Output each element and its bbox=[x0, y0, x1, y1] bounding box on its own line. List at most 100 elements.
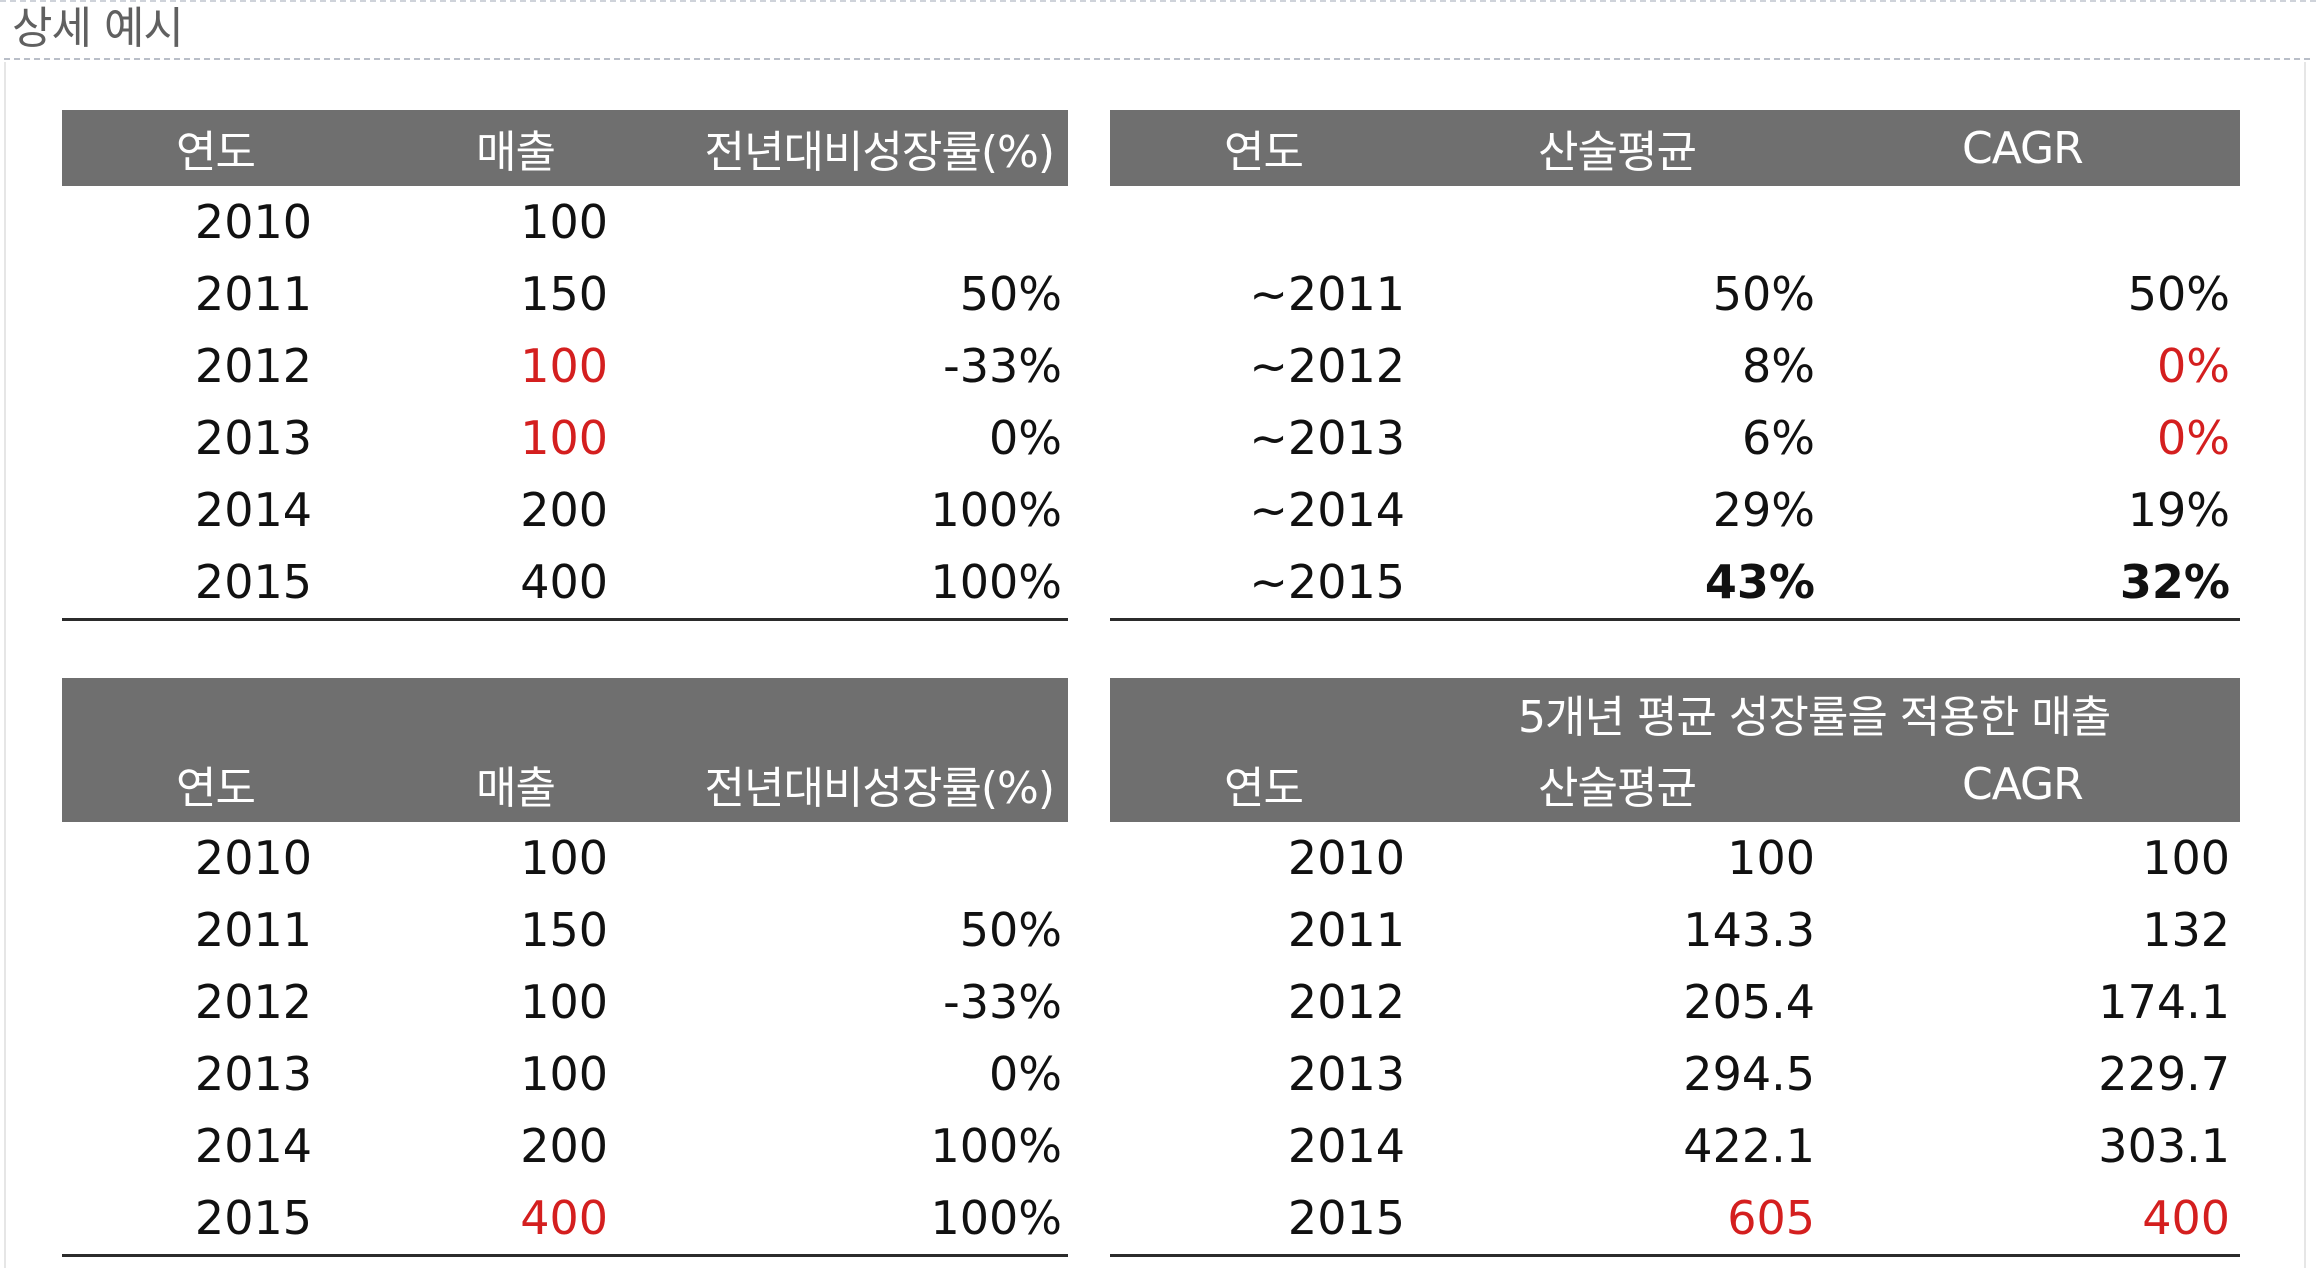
header-row: 연도 산술평균 CAGR bbox=[1110, 110, 2240, 186]
year-cell: 2015 bbox=[194, 1191, 312, 1245]
year-cell: 2012 bbox=[194, 975, 312, 1029]
revenue-cell: 400 bbox=[520, 1191, 608, 1245]
cagr-projection-cell: 132 bbox=[2142, 903, 2230, 957]
arithmetic-mean-cell: 43% bbox=[1704, 555, 1815, 609]
header-year: 연도 bbox=[1224, 763, 1304, 814]
header-year: 연도 bbox=[176, 763, 256, 814]
year-cell: 2013 bbox=[1287, 1047, 1405, 1101]
period-cell: ~2012 bbox=[1249, 339, 1405, 393]
table-row: 2014 200 100% bbox=[62, 1110, 1068, 1182]
yoy-growth-cell: 0% bbox=[989, 1047, 1062, 1101]
mean-projection-cell: 205.4 bbox=[1683, 975, 1815, 1029]
mean-projection-cell: 422.1 bbox=[1683, 1119, 1815, 1173]
year-cell: 2014 bbox=[194, 1119, 312, 1173]
yoy-growth-cell: 100% bbox=[930, 555, 1062, 609]
table-header: 5개년 평균 성장률을 적용한 매출 연도 산술평균 CAGR bbox=[1110, 678, 2240, 822]
arithmetic-mean-cell: 29% bbox=[1712, 483, 1815, 537]
yoy-growth-cell bbox=[562, 822, 1062, 894]
header-revenue: 매출 bbox=[476, 127, 556, 178]
yoy-growth-cell: 100% bbox=[930, 1119, 1062, 1173]
revenue-cell: 100 bbox=[520, 339, 608, 393]
table-row: 2011 150 50% bbox=[62, 258, 1068, 330]
year-cell: 2011 bbox=[194, 267, 312, 321]
cagr-cell: 19% bbox=[2127, 483, 2230, 537]
header-yoy-growth: 전년대비성장률(%) bbox=[704, 127, 1055, 178]
table-row: ~2015 43% 32% bbox=[1110, 546, 2240, 618]
projected-revenue-table: 5개년 평균 성장률을 적용한 매출 연도 산술평균 CAGR 2010 100 1… bbox=[1110, 678, 2240, 1257]
table-row: 2010 100 100 bbox=[1110, 822, 2240, 894]
yoy-growth-cell: -33% bbox=[943, 339, 1062, 393]
header-arithmetic-mean: 산술평균 bbox=[1538, 127, 1697, 178]
header-cagr: CAGR bbox=[1962, 758, 2084, 810]
revenue-cell: 150 bbox=[520, 267, 608, 321]
year-cell: 2015 bbox=[1287, 1191, 1405, 1245]
header-row: 연도 매출 전년대비성장률(%) bbox=[62, 746, 1068, 822]
mean-projection-cell: 294.5 bbox=[1683, 1047, 1815, 1101]
revenue-cell: 400 bbox=[520, 555, 608, 609]
cagr-projection-cell: 100 bbox=[2142, 831, 2230, 885]
average-cagr-table: 연도 산술평균 CAGR ~2011 50% 50% ~2012 8% 0% ~2013 6%… bbox=[1110, 110, 2240, 621]
period-cell bbox=[1110, 186, 1405, 258]
table-row bbox=[1110, 186, 2240, 258]
table-row: 2014 422.1 303.1 bbox=[1110, 1110, 2240, 1182]
header-cagr: CAGR bbox=[1962, 122, 2084, 174]
table-body: ~2011 50% 50% ~2012 8% 0% ~2013 6% 0% ~2014 29% 19%… bbox=[1110, 186, 2240, 618]
period-cell: ~2015 bbox=[1249, 555, 1405, 609]
header-year: 연도 bbox=[176, 127, 256, 178]
year-cell: 2012 bbox=[1287, 975, 1405, 1029]
cagr-projection-cell: 229.7 bbox=[2098, 1047, 2230, 1101]
year-cell: 2011 bbox=[194, 903, 312, 957]
table-row: ~2012 8% 0% bbox=[1110, 330, 2240, 402]
yoy-growth-cell: 50% bbox=[959, 267, 1062, 321]
arithmetic-mean-cell bbox=[1405, 186, 1815, 258]
year-cell: 2014 bbox=[1287, 1119, 1405, 1173]
cagr-projection-cell: 174.1 bbox=[2098, 975, 2230, 1029]
year-cell: 2011 bbox=[1287, 903, 1405, 957]
header-yoy-growth: 전년대비성장률(%) bbox=[704, 763, 1055, 814]
table-row: ~2011 50% 50% bbox=[1110, 258, 2240, 330]
table-row: 2010 100 bbox=[62, 822, 1068, 894]
table-header: 연도 산술평균 CAGR bbox=[1110, 110, 2240, 186]
table-row: 2015 605 400 bbox=[1110, 1182, 2240, 1254]
table-row: 2014 200 100% bbox=[62, 474, 1068, 546]
cagr-projection-cell: 400 bbox=[2142, 1191, 2230, 1245]
year-cell: 2012 bbox=[194, 339, 312, 393]
table-row: 2012 100 -33% bbox=[62, 330, 1068, 402]
table-row: 2011 143.3 132 bbox=[1110, 894, 2240, 966]
revenue-cell: 100 bbox=[520, 1047, 608, 1101]
yoy-growth-cell: 0% bbox=[989, 411, 1062, 465]
table-row: 2013 294.5 229.7 bbox=[1110, 1038, 2240, 1110]
revenue-cell: 100 bbox=[520, 831, 608, 885]
yoy-growth-cell: 100% bbox=[930, 483, 1062, 537]
table-header: 연도 매출 전년대비성장률(%) bbox=[62, 110, 1068, 186]
revenue-cell: 100 bbox=[520, 411, 608, 465]
year-cell: 2014 bbox=[194, 483, 312, 537]
yoy-growth-cell bbox=[562, 186, 1062, 258]
header-revenue: 매출 bbox=[476, 763, 556, 814]
content-frame bbox=[4, 62, 2306, 1268]
period-cell: ~2011 bbox=[1249, 267, 1405, 321]
cagr-cell: 50% bbox=[2127, 267, 2230, 321]
table-row: 2013 100 0% bbox=[62, 1038, 1068, 1110]
arithmetic-mean-cell: 50% bbox=[1712, 267, 1815, 321]
table-caption: 5개년 평균 성장률을 적용한 매출 bbox=[1518, 692, 2111, 743]
header-year: 연도 bbox=[1224, 127, 1304, 178]
revenue-growth-table-2: 연도 매출 전년대비성장률(%) 2010 100 2011 150 50% 2012 10… bbox=[62, 678, 1068, 1257]
arithmetic-mean-cell: 6% bbox=[1742, 411, 1815, 465]
period-cell: ~2014 bbox=[1249, 483, 1405, 537]
year-cell: 2010 bbox=[1287, 831, 1405, 885]
year-cell: 2010 bbox=[194, 831, 312, 885]
period-cell: ~2013 bbox=[1249, 411, 1405, 465]
mean-projection-cell: 605 bbox=[1727, 1191, 1815, 1245]
year-cell: 2010 bbox=[194, 195, 312, 249]
table-body: 2010 100 2011 150 50% 2012 100 -33% 2013 100 0% 201… bbox=[62, 822, 1068, 1254]
header-row: 연도 산술평균 CAGR bbox=[1110, 746, 2240, 822]
header-arithmetic-mean: 산술평균 bbox=[1538, 763, 1697, 814]
table-row: ~2013 6% 0% bbox=[1110, 402, 2240, 474]
revenue-cell: 100 bbox=[520, 195, 608, 249]
table-header: 연도 매출 전년대비성장률(%) bbox=[62, 678, 1068, 822]
cagr-cell: 32% bbox=[2119, 555, 2230, 609]
page-title: 상세 예시 bbox=[12, 3, 184, 54]
mean-projection-cell: 100 bbox=[1727, 831, 1815, 885]
